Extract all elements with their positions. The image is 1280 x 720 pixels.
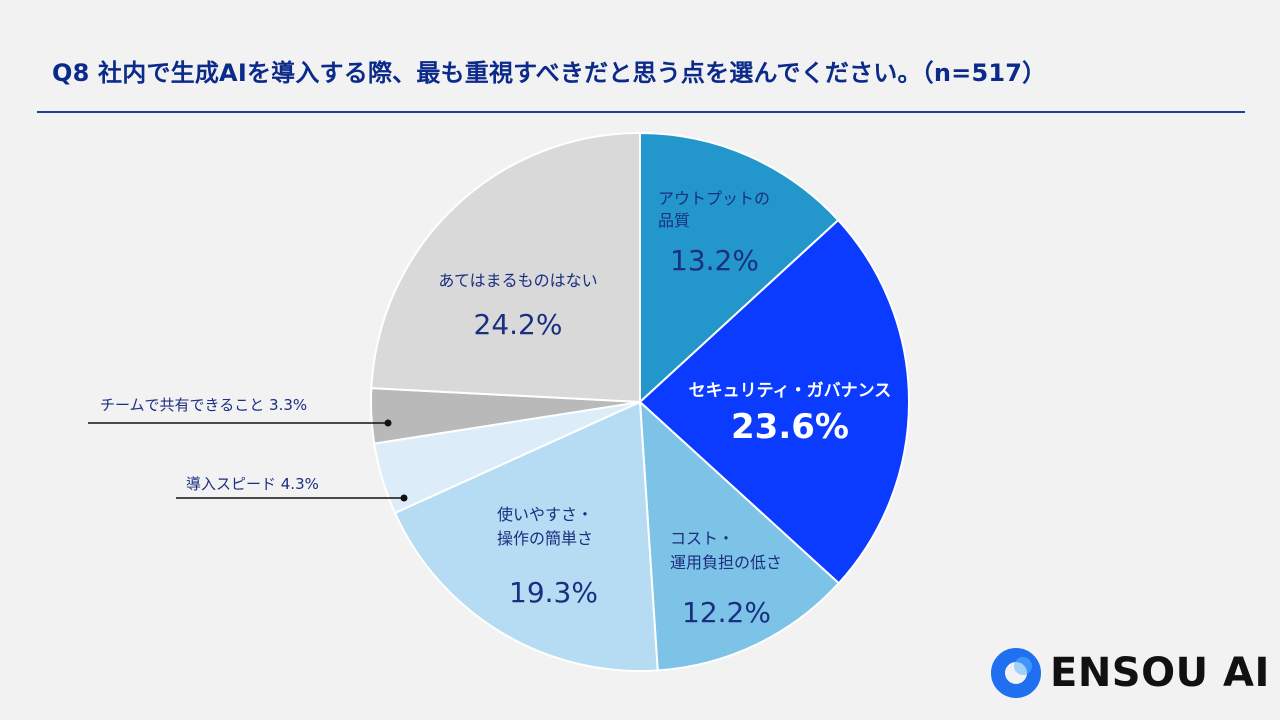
title-divider <box>37 111 1245 113</box>
slice-label-4-line-2: 操作の簡単さ <box>497 529 593 548</box>
ring-logo-icon <box>991 648 1041 698</box>
slice-label-6: チームで共有できること 3.3% <box>100 396 307 414</box>
slice-label-3-line-1: コスト・ <box>670 529 734 548</box>
slice-label-7: あてはまるものはない <box>438 271 597 290</box>
slice-label-3-line-2: 運用負担の低さ <box>670 553 782 572</box>
slice-value-1: 13.2% <box>670 244 759 277</box>
slice-label-5: 導入スピード 4.3% <box>186 475 319 493</box>
slice-label-4-line-1: 使いやすさ・ <box>497 505 593 524</box>
pie-slice-1 <box>639 131 840 405</box>
slice-value-4: 19.3% <box>509 576 598 609</box>
pie-slice-3 <box>638 399 841 672</box>
slice-label-1-line-1: アウトプットの <box>658 189 770 208</box>
slice-label-2: セキュリティ・ガバナンス <box>689 381 892 401</box>
slice-label-1-line-2: 品質 <box>658 211 690 230</box>
pie-slice-2 <box>638 218 910 585</box>
leader-dot-5 <box>400 494 408 502</box>
leader-dot-6 <box>384 419 392 427</box>
pie-slice-4 <box>393 400 659 672</box>
slice-value-7: 24.2% <box>474 308 563 341</box>
slice-value-2: 23.6% <box>731 407 849 447</box>
pie-slice-7 <box>370 131 641 404</box>
logo-text: ENSOU AI <box>1050 650 1270 696</box>
brand-logo: ENSOU AI <box>990 647 1270 699</box>
chart-title: Q8 社内で生成AIを導入する際、最も重視すべきだと思う点を選んでください。（n… <box>52 59 1047 87</box>
slice-value-3: 12.2% <box>682 596 771 629</box>
